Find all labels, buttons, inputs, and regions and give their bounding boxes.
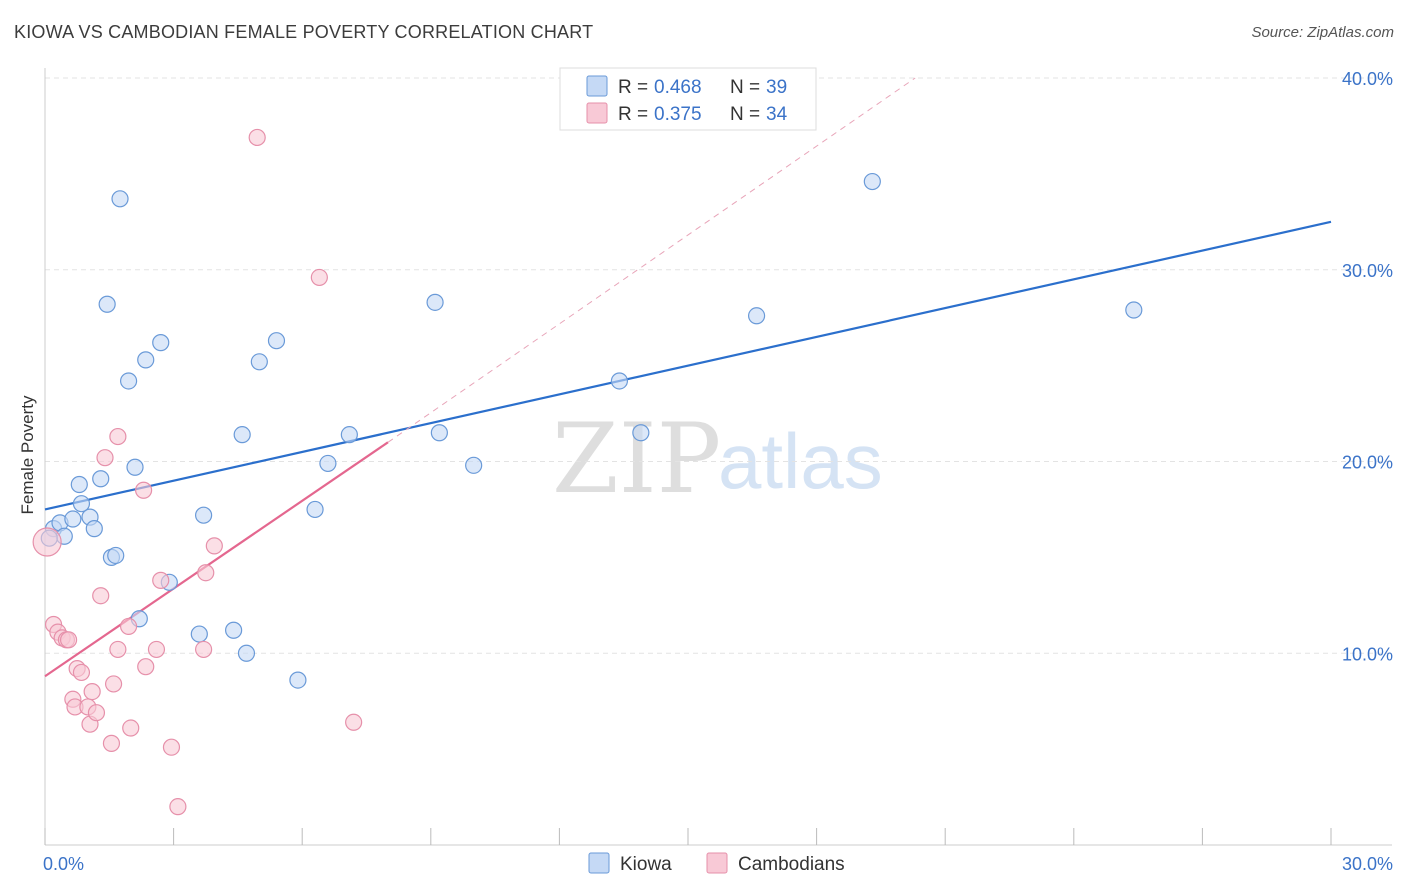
grid xyxy=(45,77,1392,654)
trend-lines xyxy=(44,77,1332,678)
cambodian-point xyxy=(310,268,328,287)
kiowa-point xyxy=(85,520,103,538)
source-credit: Source: ZipAtlas.com xyxy=(1251,24,1394,41)
data-points xyxy=(32,128,1143,816)
kiowa-point xyxy=(111,190,129,208)
y-tick-label: 20.0% xyxy=(1342,453,1393,473)
cambodian-point xyxy=(102,734,121,752)
legend-r-value-kiowa: 0.468 xyxy=(654,77,702,98)
legend-r-value-cambodian: 0.375 xyxy=(654,104,702,125)
kiowa-point xyxy=(225,621,243,639)
legend-n-value-kiowa: 39 xyxy=(766,77,787,98)
axes: 10.0% 20.0% 30.0% 40.0% 0.0% 30.0% xyxy=(43,68,1393,874)
kiowa-point xyxy=(190,625,208,643)
legend-r-label-cambodian: R = xyxy=(618,104,648,125)
y-tick-label: 10.0% xyxy=(1342,644,1393,664)
cambodian-trend-extension xyxy=(387,77,916,443)
kiowa-point xyxy=(64,510,82,528)
cambodian-point xyxy=(109,427,127,446)
kiowa-point xyxy=(72,495,91,513)
cambodian-point xyxy=(345,713,363,731)
cambodian-point xyxy=(83,682,101,701)
bottom-legend-label-cambodian: Cambodians xyxy=(738,854,845,875)
kiowa-point xyxy=(126,458,144,476)
legend-n-label-cambodian: N = xyxy=(730,104,760,125)
kiowa-point xyxy=(610,372,629,390)
kiowa-point xyxy=(98,295,116,313)
kiowa-point xyxy=(306,500,324,519)
bottom-legend-swatch-kiowa xyxy=(588,852,610,874)
watermark-zip: ZIP xyxy=(552,403,721,515)
kiowa-point xyxy=(319,454,337,473)
kiowa-point xyxy=(340,426,358,444)
bottom-legend-label-kiowa: Kiowa xyxy=(620,854,672,875)
correlation-legend: R = 0.468 N = 39 R = 0.375 N = 34 xyxy=(559,67,817,131)
kiowa-point xyxy=(863,172,881,191)
x-tick-label: 30.0% xyxy=(1342,854,1393,874)
y-tick-label: 40.0% xyxy=(1342,69,1393,89)
legend-r-label-kiowa: R = xyxy=(618,77,648,98)
cambodian-point xyxy=(137,658,155,676)
cambodian-point xyxy=(162,738,181,756)
kiowa-point xyxy=(137,351,155,369)
cambodian-point xyxy=(122,719,140,737)
kiowa-point xyxy=(152,334,170,352)
kiowa-point xyxy=(250,353,268,371)
kiowa-point xyxy=(70,475,88,494)
cambodian-point xyxy=(169,798,187,816)
cambodian-trend-line xyxy=(44,441,389,678)
cambodian-point xyxy=(96,449,114,467)
cambodian-point xyxy=(92,587,110,605)
kiowa-point xyxy=(233,426,251,444)
x-tick-label: 0.0% xyxy=(43,854,84,874)
kiowa-trend-line xyxy=(44,220,1332,511)
cambodian-point xyxy=(72,663,91,682)
kiowa-point xyxy=(747,307,766,325)
kiowa-point xyxy=(107,546,125,565)
legend-swatch-kiowa xyxy=(586,75,608,97)
series-legend: Kiowa Cambodians xyxy=(588,852,845,875)
kiowa-point xyxy=(119,372,138,390)
kiowa-point xyxy=(195,506,213,524)
legend-n-label-kiowa: N = xyxy=(730,77,760,98)
legend-swatch-cambodian xyxy=(586,102,608,124)
cambodian-point xyxy=(109,640,127,659)
kiowa-point xyxy=(430,424,448,442)
kiowa-point xyxy=(465,456,483,474)
y-tick-label: 30.0% xyxy=(1342,261,1393,281)
kiowa-point xyxy=(426,293,444,311)
cambodian-point xyxy=(147,640,166,659)
legend-n-value-cambodian: 34 xyxy=(766,104,788,125)
chart-title: KIOWA VS CAMBODIAN FEMALE POVERTY CORREL… xyxy=(14,22,594,42)
cambodian-point xyxy=(195,640,213,659)
bottom-legend-swatch-cambodian xyxy=(706,852,728,874)
cambodian-point xyxy=(32,527,62,557)
kiowa-point xyxy=(289,671,307,689)
cambodian-point xyxy=(87,704,106,722)
cambodian-point xyxy=(205,537,223,555)
cambodian-point xyxy=(59,631,78,649)
y-axis-title: Female Poverty xyxy=(18,395,37,515)
cambodian-point xyxy=(119,617,138,636)
kiowa-point xyxy=(1125,301,1143,319)
kiowa-point xyxy=(632,424,650,442)
kiowa-point xyxy=(237,644,256,662)
cambodian-point xyxy=(104,675,123,693)
cambodian-point xyxy=(134,481,153,499)
cambodian-point xyxy=(248,128,266,147)
kiowa-point xyxy=(92,470,110,488)
kiowa-point xyxy=(267,332,286,350)
cambodian-point xyxy=(197,564,215,582)
watermark: ZIP atlas xyxy=(552,403,883,515)
cambodian-point xyxy=(152,571,170,589)
